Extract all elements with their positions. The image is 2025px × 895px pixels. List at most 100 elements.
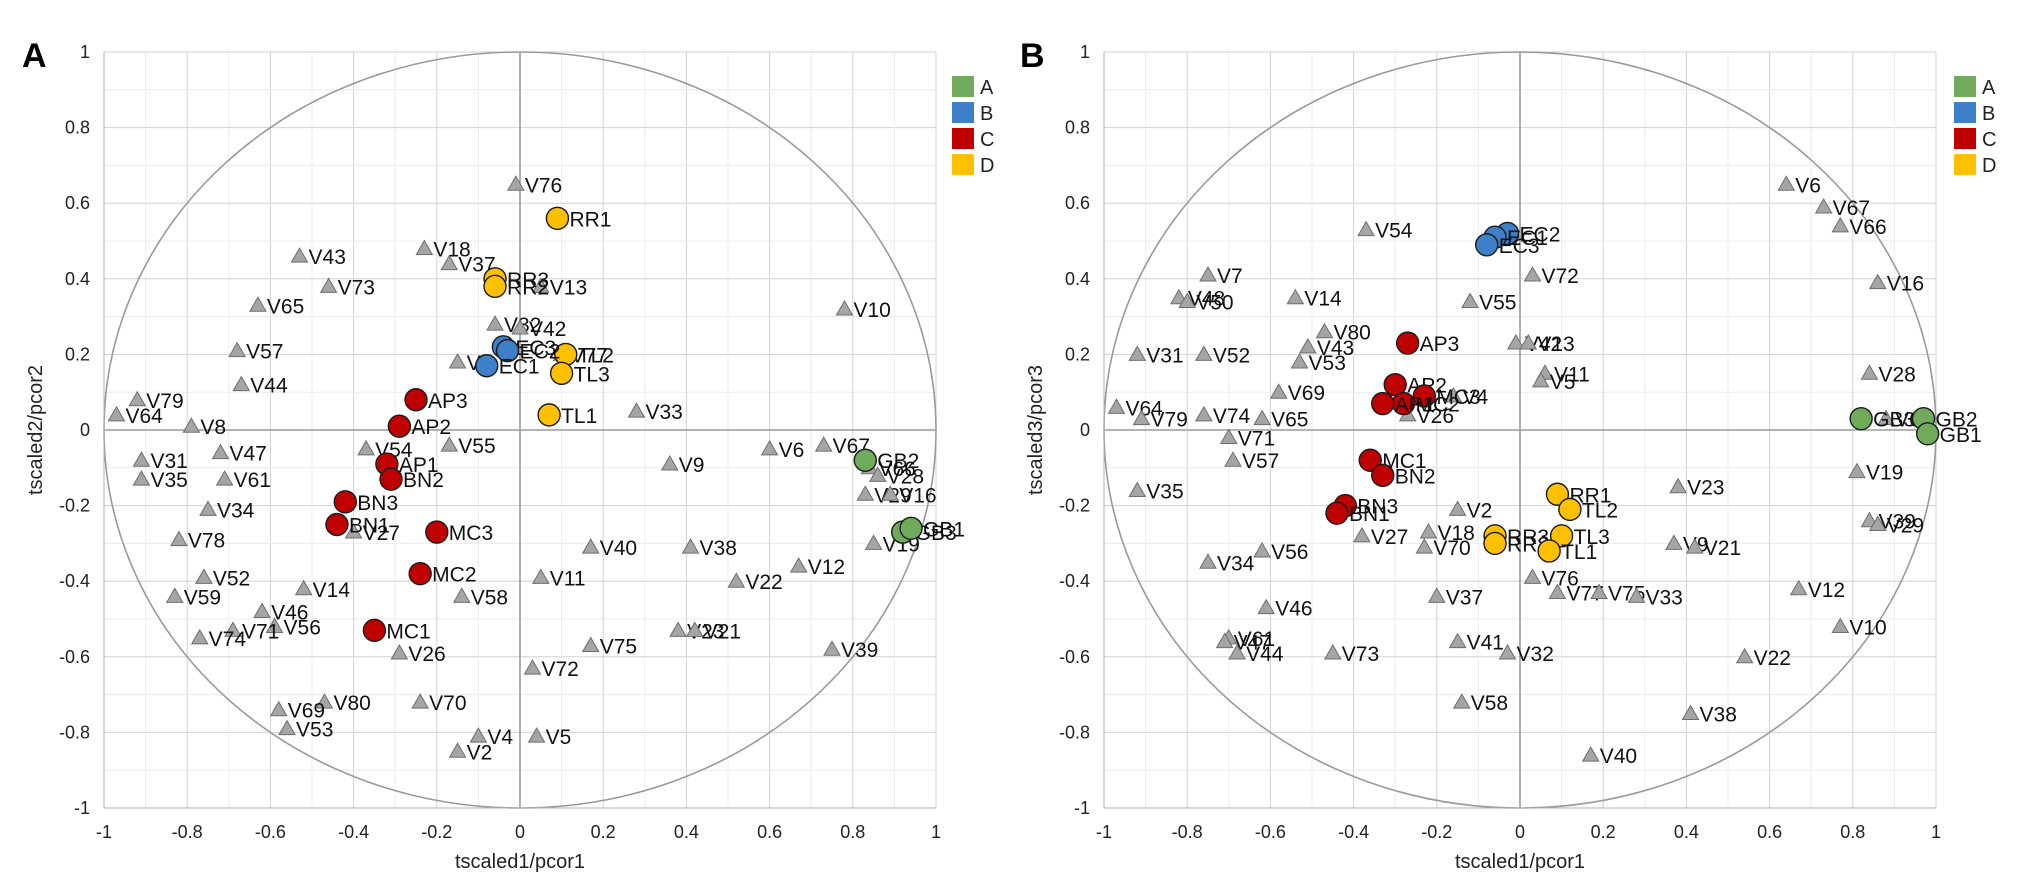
variable-label: V12 [1808,579,1845,602]
variable-label: V56 [1271,541,1308,564]
variable-marker [411,693,430,709]
variable-marker [315,693,334,709]
variable-label: V27 [1371,526,1408,549]
x-tick-label: -0.8 [1172,822,1203,842]
y-tick-label: 0.8 [1065,118,1090,138]
variable-marker [1665,534,1683,550]
variable-marker [868,466,887,482]
x-tick-label: 0.8 [840,822,865,842]
variable-label: V73 [338,276,375,299]
variable-marker [170,530,188,547]
variable-label: V72 [541,658,578,681]
x-tick-label: -0.6 [1255,822,1286,842]
panel-letter: A [22,37,47,75]
observation-label: EC1 [1507,227,1548,250]
x-tick-label: 0.2 [1591,822,1616,842]
x-tick-label: -0.2 [421,822,452,842]
variable-label: V58 [1471,692,1508,715]
observation-series: EC2EC1EC3AP3AP2MC3MC2AP1MC1BN2BN3BN1RR1T… [1325,221,1982,564]
variable-label: V57 [246,341,283,364]
variable-label: V70 [429,692,466,715]
variable-marker [523,659,542,675]
variable-marker [1868,273,1887,290]
variable-marker [1323,644,1342,660]
legend-label: A [1982,77,1996,99]
y-tick-label: -1 [74,798,90,818]
observation-marker [1483,531,1507,556]
observation-marker [1849,406,1873,431]
observation-marker [549,361,574,385]
observation-marker [1558,497,1582,522]
variable-marker [1685,538,1704,554]
observation-label: EC1 [499,356,540,379]
observation-label: RR1 [569,208,611,231]
variable-marker [1107,398,1126,414]
variable-marker [531,568,550,584]
variable-marker [1315,322,1334,339]
y-tick-label: 0.8 [65,118,90,138]
variable-label: V76 [525,174,562,197]
variable-label: V56 [284,617,321,640]
variable-label: V4 [487,726,513,749]
legend-swatch [952,102,974,123]
variable-marker [249,296,267,312]
variable-marker [864,534,883,550]
variable-marker [486,315,504,331]
variable-marker [506,175,525,191]
variable-label: V53 [1309,352,1346,375]
observation-label: BN2 [1395,465,1436,488]
variable-label: V7 [1217,265,1243,288]
variable-label: V80 [1333,322,1370,345]
observation-label: EC2 [520,341,561,364]
variable-marker [199,500,217,516]
observation-label: BN1 [1349,503,1390,526]
variable-marker [1590,583,1608,600]
variable-marker [681,538,700,554]
variable-label: V74 [1213,405,1251,428]
y-tick-label: -0.4 [1059,571,1090,591]
variable-marker [1257,598,1276,615]
variable-marker [1669,477,1687,494]
variable-marker [1290,352,1309,369]
variable-marker [1860,364,1879,380]
variable-label: V44 [1246,643,1284,666]
variable-marker [1627,587,1646,603]
variable-label: V14 [313,579,351,602]
variable-label: V5 [1550,371,1576,394]
y-axis-title: tscaled2/pcor2 [25,365,47,495]
variable-marker [1506,334,1525,350]
variable-label: V26 [408,643,445,666]
x-tick-label: 0.4 [1674,822,1699,842]
variable-label: V4 [1462,386,1488,409]
variable-marker [265,617,284,634]
variable-marker [448,352,467,369]
variable-label: V66 [878,458,915,481]
variable-label: V28 [887,465,924,488]
variable-label: V31 [150,450,187,473]
observation-label: GB1 [1940,424,1982,447]
y-tick-label: 0.4 [65,269,90,289]
variable-marker [132,470,151,486]
variable-marker [1681,704,1700,720]
variable-marker [1519,334,1538,350]
variable-marker [1215,632,1234,649]
observation-label: TL1 [1561,541,1597,564]
variable-marker [1298,337,1317,354]
variable-marker [1353,526,1371,543]
y-tick-label: 0.2 [65,344,90,364]
variable-label: V34 [217,499,255,522]
observation-marker [1358,448,1382,472]
variable-marker [1427,587,1446,603]
variable-label: V40 [1600,745,1637,768]
variable-marker [452,587,471,603]
legend-label: B [980,103,993,125]
observation-label: TL2 [578,344,614,367]
variable-marker [1128,345,1147,361]
variable-label: V52 [213,567,250,590]
variable-label: V38 [700,537,737,560]
observation-label: AP1 [399,454,439,477]
variable-marker [527,727,546,743]
x-tick-label: -0.4 [1338,822,1369,842]
x-tick-label: 0.8 [1840,822,1865,842]
